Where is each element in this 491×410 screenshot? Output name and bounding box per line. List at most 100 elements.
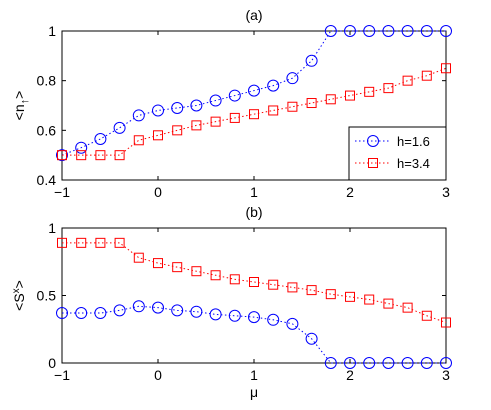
data-point-circle: [401, 357, 414, 369]
data-point-square: [57, 150, 67, 161]
data-point-square: [229, 274, 240, 285]
data-point-circle: [171, 304, 184, 317]
data-point-circle: [190, 99, 203, 112]
x-tick-label: −1: [54, 367, 70, 383]
data-point-circle: [132, 109, 145, 122]
data-point-circle: [209, 308, 222, 321]
series-h-1.6: [56, 25, 452, 162]
y-tick-label: 0: [48, 355, 56, 371]
data-point-circle: [56, 307, 68, 320]
data-point-square: [95, 237, 106, 248]
data-point-circle: [286, 317, 299, 330]
data-point-circle: [152, 301, 164, 314]
legend-marker-square: [368, 158, 378, 168]
data-point-circle: [344, 25, 356, 37]
legend-marker-circle: [367, 135, 379, 147]
panel-a: −1 0 1 2 3 0.4 0.6 0.8 1 (a) <n↑> h=1.6 h=3.4: [11, 7, 452, 200]
data-point-circle: [420, 25, 433, 37]
x-tick-label: 3: [442, 184, 450, 200]
data-point-circle: [228, 309, 241, 322]
data-point-circle: [75, 307, 88, 320]
data-point-circle: [248, 311, 260, 324]
data-point-square: [287, 101, 298, 112]
series-h-3.4: [57, 237, 451, 328]
series-h-3.4: [57, 63, 451, 161]
data-point-circle: [286, 72, 299, 85]
x-tick-label: 0: [154, 184, 162, 200]
data-point-square: [287, 282, 298, 293]
data-point-circle: [267, 79, 280, 92]
data-point-square: [95, 150, 106, 161]
data-point-circle: [420, 357, 433, 369]
data-point-circle: [363, 25, 376, 37]
data-point-square: [210, 116, 221, 127]
data-point-square: [306, 98, 317, 109]
data-point-square: [133, 135, 144, 146]
y-tick-label: 0.4: [37, 172, 57, 188]
data-point-square: [268, 279, 279, 290]
data-point-square: [249, 109, 259, 120]
y-tick-label: 1: [48, 220, 56, 236]
y-tick-label: 0.8: [37, 73, 57, 89]
data-point-square: [441, 63, 451, 74]
data-point-circle: [324, 357, 337, 369]
data-point-circle: [382, 25, 395, 37]
data-point-circle: [344, 357, 356, 369]
data-point-circle: [75, 141, 88, 154]
x-tick-label: 2: [346, 184, 354, 200]
data-point-square: [172, 125, 183, 136]
x-axis-label: μ: [250, 384, 258, 400]
x-tick-label: 3: [442, 367, 450, 383]
data-point-square: [76, 150, 87, 161]
legend-entry: h=1.6: [355, 134, 430, 149]
data-point-square: [402, 302, 413, 313]
plot-area: [61, 227, 447, 364]
y-tick-label: 1: [48, 23, 56, 39]
data-point-square: [383, 298, 394, 309]
data-point-square: [114, 237, 125, 248]
data-point-square: [345, 291, 355, 302]
data-point-square: [229, 112, 240, 123]
data-point-square: [153, 258, 163, 269]
data-point-circle: [113, 121, 126, 134]
data-point-square: [345, 90, 355, 101]
series-line: [61, 30, 446, 156]
data-point-square: [306, 285, 317, 296]
x-tick-label: 0: [154, 367, 162, 383]
data-point-square: [421, 310, 432, 321]
data-point-square: [210, 270, 221, 281]
data-point-circle: [382, 357, 395, 369]
x-tick-label: 2: [346, 367, 354, 383]
data-point-square: [57, 237, 67, 248]
panel-b: −1 0 1 2 300.51(b)<Sx>μ: [11, 204, 452, 400]
data-point-square: [76, 237, 87, 248]
legend-label: h=1.6: [397, 134, 430, 149]
data-point-square: [402, 75, 413, 86]
data-point-circle: [363, 357, 376, 369]
series-line: [62, 67, 447, 156]
data-point-circle: [440, 357, 452, 369]
data-point-circle: [305, 332, 318, 345]
data-point-circle: [209, 94, 222, 107]
panel-title: (b): [245, 204, 262, 220]
data-point-square: [114, 150, 125, 161]
data-point-circle: [305, 54, 318, 67]
data-point-square: [364, 86, 375, 97]
series-h-1.6: [56, 300, 452, 369]
data-point-square: [172, 262, 183, 273]
series-line: [62, 305, 446, 364]
y-tick-label: 0.6: [37, 122, 57, 138]
data-point-square: [191, 266, 202, 277]
y-axis-label: <Sx>: [11, 280, 27, 311]
data-point-square: [383, 83, 394, 94]
data-point-circle: [324, 25, 337, 37]
data-point-circle: [94, 307, 107, 320]
data-point-circle: [228, 89, 241, 102]
data-point-square: [191, 120, 202, 131]
data-point-circle: [113, 304, 126, 317]
data-point-square: [153, 130, 163, 141]
x-tick-label: 1: [250, 367, 258, 383]
data-point-square: [441, 317, 451, 328]
data-point-circle: [94, 133, 107, 146]
data-point-square: [364, 294, 375, 305]
